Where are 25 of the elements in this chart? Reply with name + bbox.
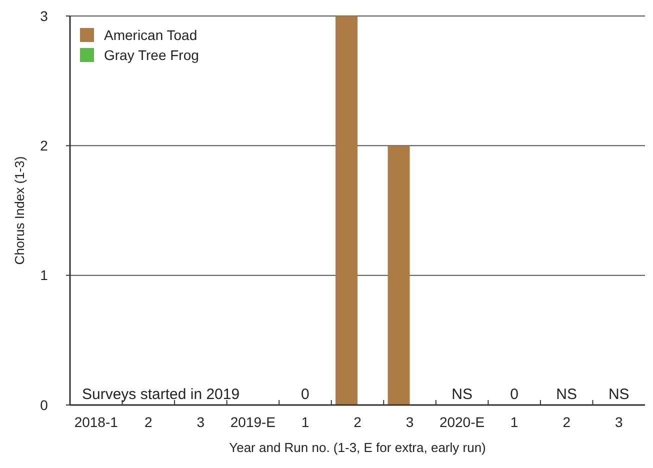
x-tick-label: 3 xyxy=(406,414,414,430)
legend-label: Gray Tree Frog xyxy=(104,46,199,63)
text: NS xyxy=(608,386,630,403)
annotation: Surveys started in 2019 xyxy=(82,386,240,403)
x-tick-label: 2019-E xyxy=(230,414,276,430)
x-tick-label: 3 xyxy=(614,414,623,430)
x-tick-label: 3 xyxy=(196,414,205,430)
legend-label: American Toad xyxy=(104,26,198,43)
x-tick-label: 1 xyxy=(510,414,518,430)
y-tick-label: 0 xyxy=(40,396,48,413)
data-label: 0 xyxy=(301,386,310,403)
x-axis-title: Year and Run no. (1-3, E for extra, early run) xyxy=(229,440,486,455)
text: NS xyxy=(556,386,578,403)
x-tick-label: 2018-1 xyxy=(74,414,118,430)
y-tick-label: 3 xyxy=(40,8,48,24)
y-tick-label: 1 xyxy=(40,267,48,284)
text: NS xyxy=(452,386,472,403)
data-label: 0 xyxy=(510,386,518,403)
x-tick-label: 2 xyxy=(562,414,571,430)
y-tick-label: 2 xyxy=(40,138,48,154)
x-tick-label: 1 xyxy=(301,414,310,430)
x-tick-label: 2 xyxy=(144,414,153,430)
x-tick-label: 2 xyxy=(354,414,362,430)
x-tick-label: 2020-E xyxy=(439,414,485,430)
y-axis-title: Chorus Index (1-3) xyxy=(12,156,27,265)
